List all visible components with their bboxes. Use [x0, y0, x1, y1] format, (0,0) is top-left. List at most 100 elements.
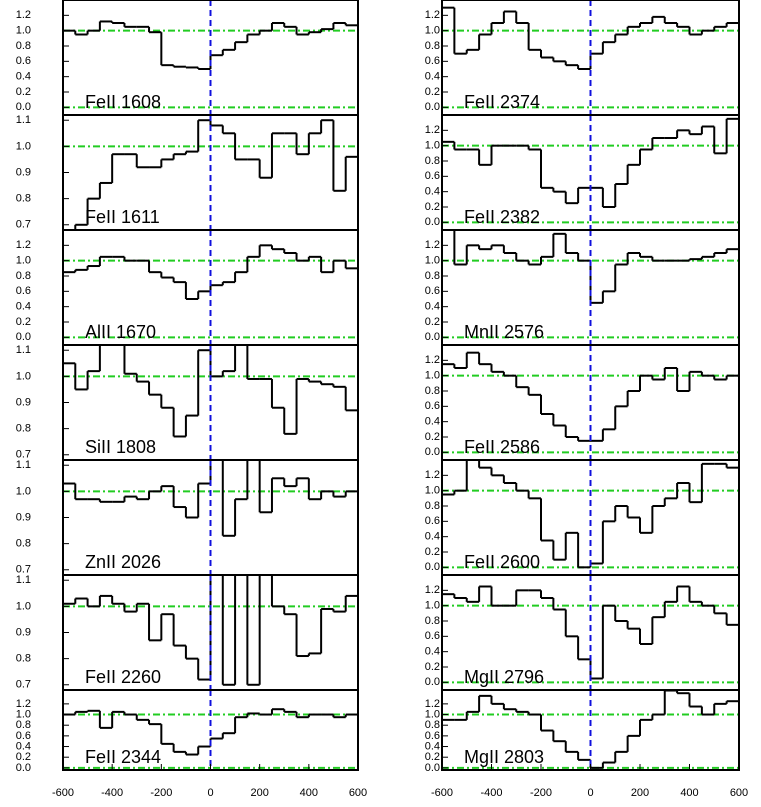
y-tick-label: 1.0 — [16, 708, 31, 720]
y-tick-label: 0.2 — [16, 316, 31, 328]
y-tick-label: 0.8 — [16, 193, 31, 205]
y-tick-label: 0.2 — [425, 86, 440, 98]
panel — [442, 460, 739, 575]
panel-label: FeII 2600 — [464, 552, 540, 572]
y-tick-label: 0.2 — [425, 661, 440, 673]
y-tick-label: 0.9 — [16, 626, 31, 638]
y-tick-label: 0.2 — [16, 751, 31, 763]
y-tick-label: 0.0 — [425, 676, 440, 688]
y-tick-label: 0.7 — [16, 449, 31, 461]
panel — [63, 0, 358, 115]
y-tick-label: 0.8 — [16, 423, 31, 435]
y-tick-label: 0.6 — [425, 515, 440, 527]
panel-label: FeII 2374 — [464, 92, 540, 112]
y-tick-label: 1.0 — [16, 370, 31, 382]
y-tick-label: 0.4 — [425, 186, 440, 198]
x-tick-label: 600 — [349, 787, 367, 799]
y-tick-label: 0.8 — [16, 719, 31, 731]
y-tick-label: 0.8 — [425, 500, 440, 512]
x-tick-label: 200 — [250, 787, 268, 799]
panel — [442, 345, 739, 460]
y-tick-label: 0.6 — [425, 730, 440, 742]
panel-label: MgII 2796 — [464, 667, 544, 687]
y-tick-label: 0.4 — [425, 740, 440, 752]
y-tick-label: 0.9 — [16, 511, 31, 523]
panel-label: FeII 1608 — [85, 92, 161, 112]
y-tick-label: 0.4 — [425, 301, 440, 313]
panel — [63, 460, 358, 575]
y-tick-label: 1.0 — [425, 255, 440, 267]
panel — [63, 230, 358, 345]
y-tick-label: 0.4 — [16, 71, 31, 83]
y-tick-label: 1.2 — [425, 124, 440, 136]
x-tick-label: 600 — [730, 787, 748, 799]
y-tick-label: 0.0 — [425, 101, 440, 113]
x-tick-label: 400 — [300, 787, 318, 799]
y-tick-label: 0.2 — [425, 546, 440, 558]
y-tick-label: 0.6 — [16, 730, 31, 742]
panel — [442, 115, 739, 230]
y-tick-label: 0.8 — [425, 40, 440, 52]
y-tick-label: 0.4 — [425, 416, 440, 428]
y-tick-label: 0.6 — [425, 285, 440, 297]
y-tick-label: 0.0 — [16, 331, 31, 343]
y-tick-label: 1.2 — [425, 584, 440, 596]
panel-label: FeII 2586 — [464, 437, 540, 457]
x-tick-label: 400 — [680, 787, 698, 799]
y-tick-label: 0.2 — [16, 86, 31, 98]
y-tick-label: 1.2 — [16, 698, 31, 710]
y-tick-label: 0.0 — [425, 331, 440, 343]
y-tick-label: 0.6 — [425, 170, 440, 182]
x-tick-label: 0 — [207, 787, 213, 799]
y-tick-label: 0.2 — [425, 751, 440, 763]
y-tick-label: 1.2 — [425, 354, 440, 366]
y-tick-label: 0.9 — [16, 396, 31, 408]
y-tick-label: 1.0 — [16, 485, 31, 497]
y-tick-label: 1.0 — [425, 708, 440, 720]
y-tick-label: 0.8 — [16, 538, 31, 550]
y-tick-label: 0.8 — [425, 270, 440, 282]
panel-label: FeII 2382 — [464, 207, 540, 227]
panel-label: FeII 1611 — [85, 207, 160, 227]
y-tick-label: 0.0 — [16, 101, 31, 113]
y-tick-label: 0.8 — [425, 719, 440, 731]
y-tick-label: 0.6 — [425, 55, 440, 67]
y-tick-label: 1.2 — [425, 9, 440, 21]
y-tick-label: 0.0 — [16, 762, 31, 774]
y-tick-label: 1.1 — [16, 344, 31, 356]
y-tick-label: 0.8 — [425, 155, 440, 167]
panel — [442, 575, 739, 690]
y-tick-label: 0.6 — [16, 55, 31, 67]
y-tick-label: 0.8 — [16, 270, 31, 282]
y-tick-label: 0.2 — [425, 431, 440, 443]
y-tick-label: 0.2 — [425, 316, 440, 328]
panel — [442, 230, 739, 345]
y-tick-label: 1.2 — [425, 698, 440, 710]
y-tick-label: 1.0 — [425, 485, 440, 497]
x-tick-label: 0 — [587, 787, 593, 799]
panel — [63, 345, 358, 460]
y-tick-label: 0.7 — [16, 679, 31, 691]
y-tick-label: 0.4 — [425, 71, 440, 83]
y-tick-label: 0.8 — [16, 40, 31, 52]
x-tick-label: -600 — [431, 787, 453, 799]
y-tick-label: 0.4 — [16, 740, 31, 752]
y-tick-label: 1.1 — [16, 114, 31, 126]
y-tick-label: 1.2 — [425, 239, 440, 251]
x-tick-label: -400 — [480, 787, 502, 799]
panel-label: MnII 2576 — [464, 322, 544, 342]
y-tick-label: 0.0 — [425, 561, 440, 573]
y-tick-label: 0.4 — [425, 531, 440, 543]
y-tick-label: 1.2 — [16, 239, 31, 251]
y-tick-label: 0.6 — [16, 285, 31, 297]
x-tick-label: -400 — [101, 787, 123, 799]
y-tick-label: 1.0 — [16, 255, 31, 267]
y-tick-label: 1.2 — [425, 469, 440, 481]
panel-label: SiII 1808 — [85, 437, 156, 457]
y-tick-label: 1.1 — [16, 459, 31, 471]
y-tick-label: 0.0 — [425, 762, 440, 774]
y-tick-label: 1.0 — [425, 140, 440, 152]
panel — [63, 115, 358, 230]
y-tick-label: 0.7 — [16, 219, 31, 231]
